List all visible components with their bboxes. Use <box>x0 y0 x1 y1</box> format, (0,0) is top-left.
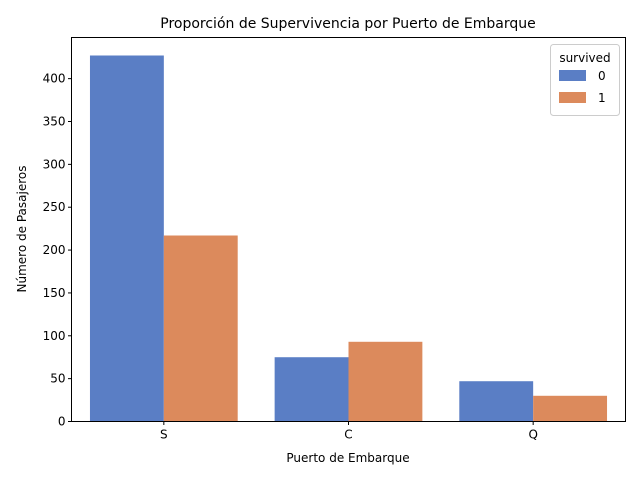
legend-swatch-1 <box>559 92 586 103</box>
y-tick-label: 250 <box>43 200 66 214</box>
bar-C-survived-0 <box>274 357 349 422</box>
bars <box>89 55 608 422</box>
plot-area <box>71 37 626 422</box>
y-axis: 0 50 100 150 200 250 300 350 400 <box>43 72 72 429</box>
bar-Q-survived-0 <box>459 381 534 422</box>
chart-title: Proporción de Supervivencia por Puerto d… <box>160 16 536 32</box>
y-tick-label: 200 <box>43 243 66 257</box>
y-axis-label: Número de Pasajeros <box>15 166 29 293</box>
y-tick-label: 350 <box>43 115 66 129</box>
bar-S-survived-0 <box>89 55 164 422</box>
y-tick-label: 300 <box>43 157 66 171</box>
legend-label-0: 0 <box>598 69 606 83</box>
x-tick-label: S <box>160 428 168 442</box>
y-tick-label: 50 <box>50 372 65 386</box>
bar-Q-survived-1 <box>533 395 608 422</box>
legend: survived 0 1 <box>550 44 620 116</box>
legend-title: survived <box>559 51 610 65</box>
y-tick-label: 150 <box>43 286 66 300</box>
legend-label-1: 1 <box>598 91 606 105</box>
x-axis-label: Puerto de Embarque <box>286 451 409 465</box>
x-tick-label: C <box>344 428 352 442</box>
legend-swatch-0 <box>559 70 586 81</box>
y-tick-label: 100 <box>43 329 66 343</box>
y-tick-label: 400 <box>43 72 66 86</box>
y-tick-label: 0 <box>58 415 66 429</box>
bar-C-survived-1 <box>348 341 423 422</box>
bar-S-survived-1 <box>163 235 238 422</box>
x-tick-label: Q <box>528 428 537 442</box>
